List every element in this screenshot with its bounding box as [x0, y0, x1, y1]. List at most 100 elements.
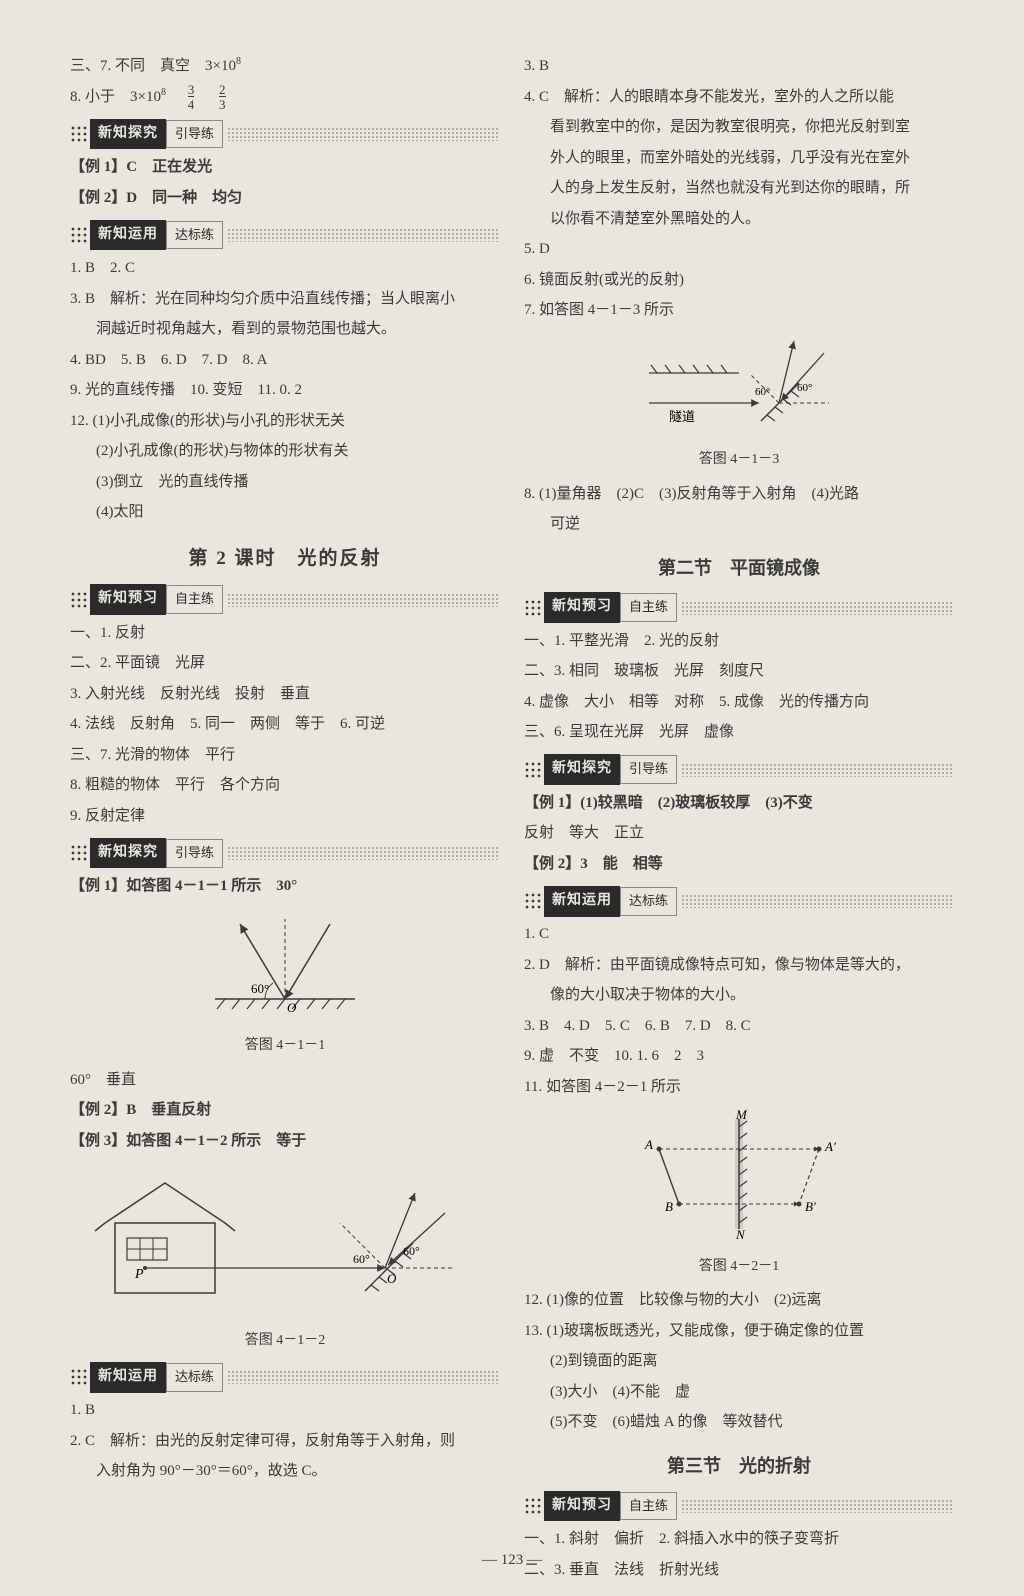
- answer-line: 11. 如答图 4－2－1 所示: [524, 1073, 954, 1102]
- svg-text:60°: 60°: [755, 386, 770, 398]
- dots-icon: [70, 591, 88, 609]
- answer-line: 3. B: [524, 52, 954, 81]
- tag-dark: 新知预习: [544, 592, 620, 623]
- answer-line: 6. 镜面反射(或光的反射): [524, 266, 954, 295]
- left-column: 三、7. 不同 真空 3×108 8. 小于 3×108 34 23 新知探究 …: [70, 50, 500, 1586]
- section-header-explore: 新知探究 引导练: [70, 121, 500, 147]
- tag-light: 引导练: [166, 839, 223, 868]
- answer-line: 4. BD 5. B 6. D 7. D 8. A: [70, 346, 500, 375]
- section-header-preview: 新知预习 自主练: [524, 1493, 954, 1519]
- example-line: 【例 1】如答图 4－1－1 所示 30°: [70, 872, 500, 901]
- text-line: 4. 虚像 大小 相等 对称 5. 成像 光的传播方向: [524, 688, 954, 717]
- answer-line: 1. C: [524, 920, 954, 949]
- svg-text:P: P: [134, 1267, 144, 1282]
- text-line: 一、1. 平整光滑 2. 光的反射: [524, 627, 954, 656]
- page-number: — 123 —: [0, 1546, 1024, 1575]
- right-column: 3. B 4. C 解析：人的眼睛本身不能发光，室外的人之所以能 看到教室中的你…: [524, 50, 954, 1586]
- text-line: 反射 等大 正立: [524, 819, 954, 848]
- dotsline: [227, 1370, 500, 1384]
- svg-text:隧道: 隧道: [669, 409, 695, 424]
- dotsline: [681, 601, 954, 615]
- tag-light: 自主练: [620, 593, 677, 622]
- tag-dark: 新知探究: [90, 119, 166, 150]
- tag-light: 达标练: [620, 887, 677, 916]
- answer-line: 外人的眼里，而室外暗处的光线弱，几乎没有光在室外: [524, 144, 954, 173]
- answer-line: (2)到镜面的距离: [524, 1347, 954, 1376]
- answer-line: 9. 虚 不变 10. 1. 6 2 3: [524, 1042, 954, 1071]
- figure-caption: 答图 4－2－1: [524, 1254, 954, 1281]
- answer-line: 1. B: [70, 1396, 500, 1425]
- section-header-apply: 新知运用 达标练: [524, 888, 954, 914]
- answer-line: 4. C 解析：人的眼睛本身不能发光，室外的人之所以能: [524, 83, 954, 112]
- tag-light: 达标练: [166, 1363, 223, 1392]
- figure-caption: 答图 4－1－1: [70, 1033, 500, 1060]
- dots-icon: [70, 1368, 88, 1386]
- svg-text:O: O: [387, 1271, 397, 1286]
- answer-line: 1. B 2. C: [70, 254, 500, 283]
- answer-line: 可逆: [524, 510, 954, 539]
- answer-line: 9. 光的直线传播 10. 变短 11. 0. 2: [70, 376, 500, 405]
- example-line: 【例 2】B 垂直反射: [70, 1096, 500, 1125]
- svg-text:A: A: [644, 1137, 653, 1152]
- dotsline: [227, 593, 500, 607]
- answer-line: 看到教室中的你，是因为教室很明亮，你把光反射到室: [524, 113, 954, 142]
- tag-dark: 新知运用: [90, 220, 166, 251]
- figure-caption: 答图 4－1－3: [524, 447, 954, 474]
- text-line: 3. 入射光线 反射光线 投射 垂直: [70, 680, 500, 709]
- section-title: 第二节 平面镜成像: [524, 551, 954, 585]
- section-header-preview: 新知预习 自主练: [524, 595, 954, 621]
- section-header-preview: 新知预习 自主练: [70, 587, 500, 613]
- tag-light: 引导练: [166, 120, 223, 149]
- example-line: 【例 3】如答图 4－1－2 所示 等于: [70, 1127, 500, 1156]
- svg-text:B: B: [665, 1199, 673, 1214]
- example-line: 【例 1】(1)较黑暗 (2)玻璃板较厚 (3)不变: [524, 789, 954, 818]
- dotsline: [227, 127, 500, 141]
- dots-icon: [524, 892, 542, 910]
- svg-text:B′: B′: [805, 1199, 816, 1214]
- answer-line: 洞越近时视角越大，看到的景物范围也越大。: [70, 315, 500, 344]
- lesson-title: 第 2 课时 光的反射: [70, 541, 500, 577]
- svg-text:M: M: [735, 1109, 748, 1122]
- tag-dark: 新知运用: [90, 1362, 166, 1393]
- answer-line: (4)太阳: [70, 498, 500, 527]
- answer-line: 7. 如答图 4－1－3 所示: [524, 296, 954, 325]
- section-header-apply: 新知运用 达标练: [70, 222, 500, 248]
- figure-4-1-3: 隧道 60° 60°: [524, 333, 954, 444]
- dots-icon: [524, 599, 542, 617]
- svg-text:60°: 60°: [403, 1244, 420, 1258]
- answer-line: 人的身上发生反射，当然也就没有光到达你的眼睛，所: [524, 174, 954, 203]
- dots-icon: [70, 226, 88, 244]
- text-line: 三、6. 呈现在光屏 光屏 虚像: [524, 718, 954, 747]
- tag-light: 达标练: [166, 221, 223, 250]
- text-line: 9. 反射定律: [70, 802, 500, 831]
- tag-dark: 新知探究: [544, 754, 620, 785]
- tag-dark: 新知探究: [90, 838, 166, 869]
- answer-line: 像的大小取决于物体的大小。: [524, 981, 954, 1010]
- answer-line: 5. D: [524, 235, 954, 264]
- text-line: 一、1. 反射: [70, 619, 500, 648]
- example-line: 【例 1】C 正在发光: [70, 153, 500, 182]
- tag-light: 自主练: [166, 585, 223, 614]
- text-line: 8. 小于 3×108 34 23: [70, 83, 500, 112]
- answer-line: (3)倒立 光的直线传播: [70, 468, 500, 497]
- tag-dark: 新知预习: [90, 584, 166, 615]
- answer-line: (2)小孔成像(的形状)与物体的形状有关: [70, 437, 500, 466]
- dotsline: [227, 846, 500, 860]
- answer-line: 12. (1)小孔成像(的形状)与小孔的形状无关: [70, 407, 500, 436]
- dotsline: [681, 894, 954, 908]
- answer-line: 入射角为 90°－30°＝60°，故选 C。: [70, 1457, 500, 1486]
- answer-line: 以你看不清楚室外黑暗处的人。: [524, 205, 954, 234]
- svg-text:60°: 60°: [353, 1252, 370, 1266]
- svg-text:O: O: [287, 1000, 297, 1015]
- answer-line: 2. D 解析：由平面镜成像特点可知，像与物体是等大的，: [524, 951, 954, 980]
- example-line: 【例 2】D 同一种 均匀: [70, 184, 500, 213]
- dotsline: [681, 1499, 954, 1513]
- dots-icon: [70, 125, 88, 143]
- svg-text:A′: A′: [824, 1139, 836, 1154]
- text-line: 60° 垂直: [70, 1066, 500, 1095]
- section-title: 第三节 光的折射: [524, 1449, 954, 1483]
- tag-light: 自主练: [620, 1492, 677, 1521]
- dotsline: [681, 763, 954, 777]
- answer-line: 2. C 解析：由光的反射定律可得，反射角等于入射角，则: [70, 1427, 500, 1456]
- answer-line: 3. B 4. D 5. C 6. B 7. D 8. C: [524, 1012, 954, 1041]
